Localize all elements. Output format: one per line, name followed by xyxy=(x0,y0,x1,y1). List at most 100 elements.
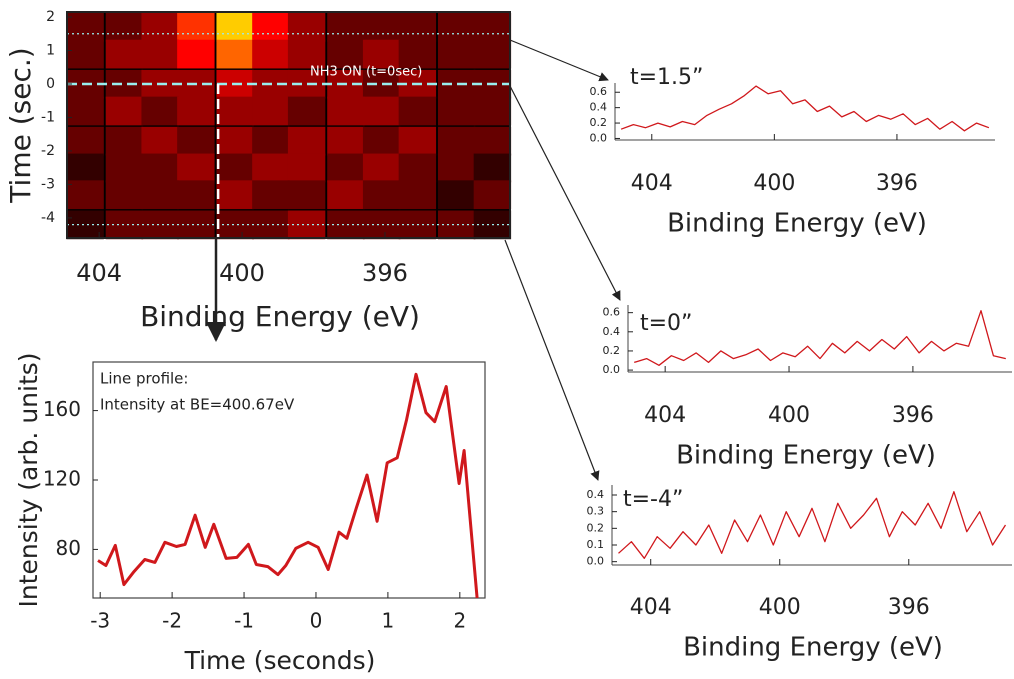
heatmap-cell xyxy=(105,210,144,240)
heatmap-cell xyxy=(287,180,326,210)
heatmap-cell xyxy=(398,126,437,156)
x-tick-label: 396 xyxy=(892,403,934,428)
heatmap-cell xyxy=(252,126,290,156)
heatmap-cell xyxy=(398,12,437,42)
arrow xyxy=(509,39,609,82)
heatmap-cell xyxy=(141,12,179,42)
x-axis-label: Binding Energy (eV) xyxy=(683,633,943,663)
heatmap-cell xyxy=(473,126,512,156)
data-line xyxy=(634,310,1006,366)
heatmap-cell xyxy=(177,39,215,69)
heatmap-cell xyxy=(362,126,401,156)
x-tick-label: -1 xyxy=(234,609,254,633)
heatmap-cell xyxy=(216,12,254,42)
heatmap-cell xyxy=(66,96,104,126)
x-tick-label: -3 xyxy=(90,609,110,633)
heatmap-cell xyxy=(252,96,290,126)
heatmap-cell xyxy=(252,153,290,183)
heatmap-cell xyxy=(327,153,365,183)
heatmap-cell xyxy=(141,153,179,183)
heatmap-cell xyxy=(252,39,290,69)
heatmap-cell xyxy=(362,39,401,69)
data-line xyxy=(618,491,1007,559)
y-tick-label: -3 xyxy=(41,176,55,192)
heatmap-cell xyxy=(473,153,512,183)
heatmap-cell xyxy=(362,180,401,210)
y-tick-label: 0.3 xyxy=(587,505,605,518)
x-tick-label: 404 xyxy=(76,259,122,287)
y-tick-label: -1 xyxy=(41,109,55,125)
heatmap-cell xyxy=(398,153,437,183)
x-tick-label: 396 xyxy=(362,259,408,287)
heatmap-cell xyxy=(177,180,215,210)
annotation: t=0” xyxy=(640,311,692,336)
x-tick-label: 404 xyxy=(630,595,672,620)
heatmap-cell xyxy=(398,96,437,126)
heatmap-cell xyxy=(473,180,512,210)
annotation: Line profile: xyxy=(100,370,188,388)
y-axis-label: Intensity (arb. units) xyxy=(14,352,43,607)
heatmap-cell xyxy=(105,153,144,183)
y-tick-label: 80 xyxy=(56,536,81,560)
heatmap-cell xyxy=(105,12,144,42)
heatmap-cell xyxy=(287,12,326,42)
heatmap-cell xyxy=(105,69,144,99)
y-tick-label: 160 xyxy=(43,397,81,421)
y-tick-label: 0 xyxy=(46,76,55,92)
x-tick-label: 400 xyxy=(759,595,801,620)
heatmap-cell xyxy=(362,153,401,183)
heatmap-cell xyxy=(437,180,476,210)
heatmap-cell xyxy=(287,153,326,183)
x-tick-label: 396 xyxy=(876,171,918,196)
heatmap-cell xyxy=(287,39,326,69)
heatmap-cell xyxy=(287,96,326,126)
y-tick-label: 0.2 xyxy=(587,521,605,534)
heatmap-cell xyxy=(327,180,365,210)
heatmap-cell xyxy=(66,180,104,210)
x-tick-label: 2 xyxy=(453,609,466,633)
x-axis-label: Binding Energy (eV) xyxy=(676,441,936,471)
heatmap-cell xyxy=(141,180,179,210)
heatmap-cell xyxy=(216,180,254,210)
heatmap-cell xyxy=(398,180,437,210)
annotation: NH3 ON (t=0sec) xyxy=(310,65,422,80)
annotation: Intensity at BE=400.67eV xyxy=(100,396,295,414)
arrow xyxy=(504,239,600,481)
heatmap-cell xyxy=(437,210,476,240)
heatmap-cell xyxy=(362,12,401,42)
y-tick-label: 120 xyxy=(43,467,81,491)
y-tick-label: 0.4 xyxy=(590,101,608,114)
y-tick-label: 0.0 xyxy=(603,363,621,376)
y-tick-label: 1 xyxy=(46,43,55,59)
heatmap-cell xyxy=(327,39,365,69)
y-tick-label: 0.4 xyxy=(587,488,605,501)
heatmap-cell xyxy=(327,126,365,156)
heatmap-cell xyxy=(473,12,512,42)
heatmap-cell xyxy=(66,126,104,156)
heatmap-cell xyxy=(141,96,179,126)
data-line xyxy=(620,85,990,132)
heatmap-cell xyxy=(216,153,254,183)
heatmap-cell xyxy=(252,180,290,210)
heatmap-cell xyxy=(141,39,179,69)
annotation: t=1.5” xyxy=(630,65,703,90)
heatmap-cell xyxy=(327,12,365,42)
data-line xyxy=(97,372,479,599)
heatmap-cell xyxy=(216,96,254,126)
x-tick-label: 400 xyxy=(768,403,810,428)
plot-frame xyxy=(66,11,511,239)
y-tick-label: -4 xyxy=(41,210,55,226)
x-tick-label: 0 xyxy=(310,609,323,633)
heatmap-cell xyxy=(216,39,254,69)
heatmap-cell xyxy=(473,39,512,69)
x-tick-label: -2 xyxy=(162,609,182,633)
y-tick-label: 0.4 xyxy=(603,325,621,338)
heatmap-cell xyxy=(105,39,144,69)
y-axis-label: Time (sec.) xyxy=(4,47,37,203)
heatmap-cell xyxy=(66,12,104,42)
heatmap-cell xyxy=(177,96,215,126)
y-tick-label: 2 xyxy=(46,9,55,25)
heatmap-cell xyxy=(473,96,512,126)
x-tick-label: 404 xyxy=(631,171,673,196)
